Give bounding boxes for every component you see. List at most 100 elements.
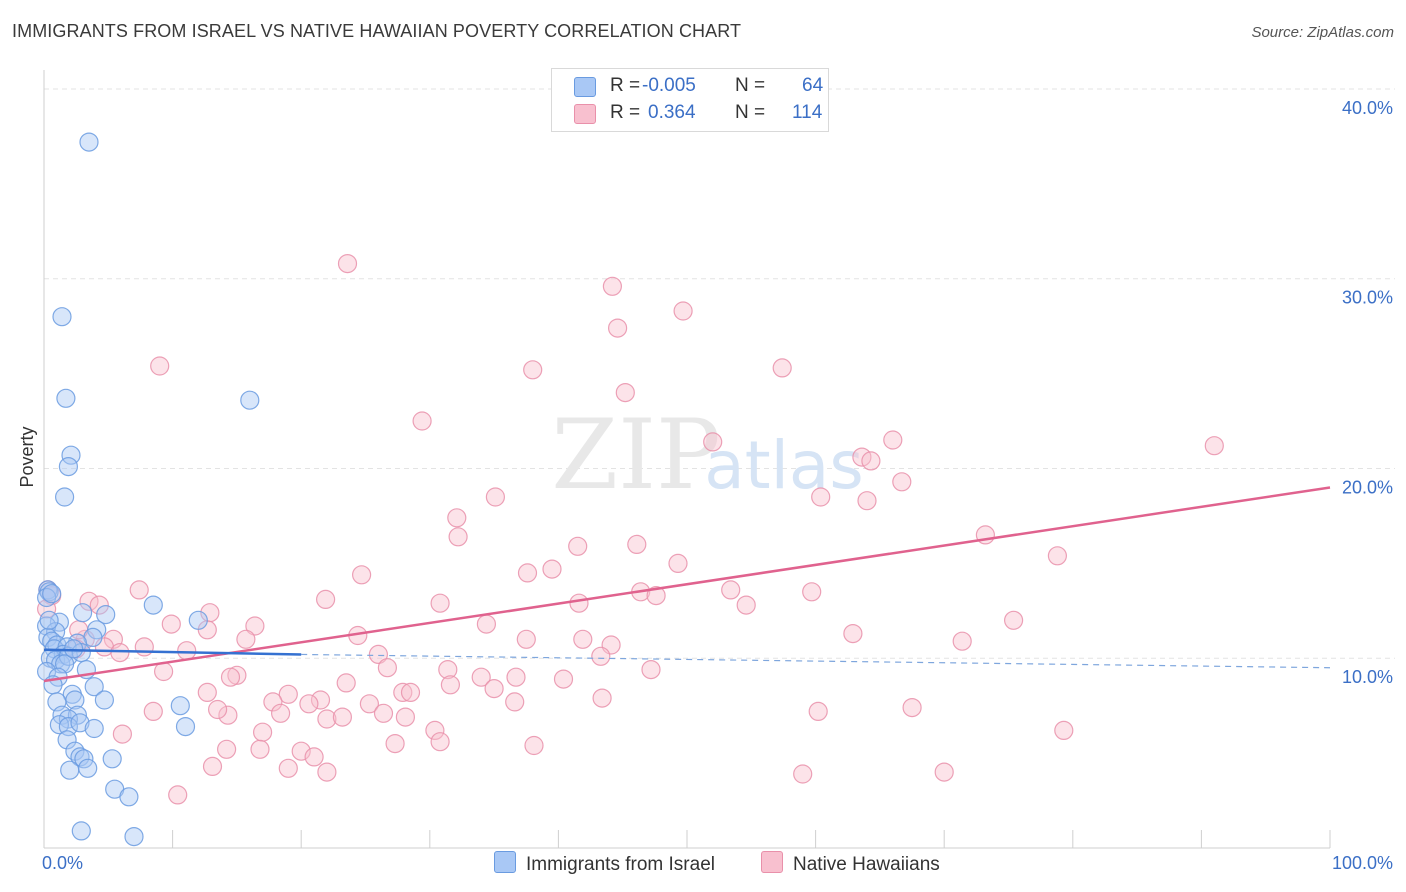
- y-tick-label: 10.0%: [1342, 667, 1393, 687]
- data-point: [236, 629, 256, 649]
- data-point: [808, 701, 828, 722]
- data-point: [337, 254, 358, 274]
- data-point: [134, 637, 154, 657]
- data-point: [1047, 546, 1068, 566]
- data-point: [67, 633, 88, 653]
- data-point: [217, 739, 237, 759]
- data-points: [36, 132, 1224, 847]
- data-point: [412, 411, 432, 431]
- data-point: [843, 623, 863, 644]
- data-point: [112, 724, 133, 744]
- bottom-legend-label-hawaiian: Native Hawaiians: [793, 854, 940, 875]
- data-point: [74, 749, 94, 769]
- data-point: [58, 457, 79, 477]
- data-point: [352, 565, 372, 585]
- data-point: [250, 739, 270, 759]
- data-point: [310, 690, 331, 710]
- data-point: [54, 487, 75, 507]
- stats-legend: R = -0.005 N = 64 R = 0.364 N = 114: [551, 68, 829, 132]
- axes: [43, 70, 1331, 849]
- data-point: [78, 758, 98, 778]
- data-point: [448, 527, 468, 547]
- data-point: [952, 631, 972, 651]
- chart-source: Source: ZipAtlas.com: [1251, 24, 1394, 41]
- data-point: [902, 697, 922, 718]
- data-point: [150, 356, 170, 376]
- data-point: [523, 360, 543, 380]
- data-point: [440, 675, 460, 695]
- data-point: [602, 276, 623, 296]
- data-point: [476, 614, 496, 634]
- tick-labels: 10.0% 20.0% 30.0% 40.0% 0.0% 100.0%: [42, 98, 1393, 873]
- data-point: [52, 307, 72, 327]
- legend-r-label: R =: [610, 102, 641, 123]
- data-point: [70, 713, 90, 733]
- bottom-legend-label-israel: Immigrants from Israel: [526, 854, 715, 875]
- data-point: [253, 722, 273, 742]
- data-point: [471, 667, 491, 687]
- data-point: [94, 690, 115, 710]
- data-point: [673, 301, 693, 321]
- data-point: [124, 826, 144, 847]
- data-point: [373, 703, 394, 723]
- data-point: [245, 616, 265, 636]
- data-point: [516, 629, 536, 649]
- data-point: [641, 659, 661, 680]
- data-point: [721, 580, 741, 600]
- trend-lines: [43, 486, 1331, 683]
- data-point: [484, 678, 504, 699]
- data-point: [63, 639, 84, 659]
- data-point: [772, 358, 792, 378]
- watermark-zip: ZIP: [551, 399, 720, 511]
- legend-r-value: 0.364: [648, 102, 696, 123]
- data-point: [336, 673, 356, 693]
- data-point: [278, 758, 298, 778]
- data-point: [84, 718, 104, 739]
- trend-line-hawaiian: [43, 486, 1331, 683]
- data-point: [304, 747, 324, 767]
- data-point: [430, 593, 450, 613]
- legend-n-label: N =: [735, 102, 766, 123]
- data-point: [573, 629, 593, 649]
- data-point: [168, 785, 188, 805]
- data-point: [271, 703, 291, 723]
- data-point: [263, 692, 283, 712]
- data-point: [430, 732, 450, 752]
- data-point: [668, 553, 688, 574]
- data-point: [861, 451, 881, 471]
- data-point: [332, 707, 352, 727]
- x-tick-label: 100.0%: [1332, 853, 1393, 873]
- data-point: [89, 595, 109, 615]
- data-point: [57, 730, 77, 750]
- data-point: [646, 585, 666, 606]
- data-point: [79, 591, 99, 611]
- data-point: [569, 593, 589, 613]
- data-point: [188, 610, 208, 630]
- data-point: [883, 430, 903, 450]
- data-point: [316, 589, 336, 610]
- bottom-legend-swatch-israel: [494, 851, 516, 873]
- data-point: [607, 318, 628, 338]
- legend-n-value: 114: [792, 102, 823, 123]
- data-point: [385, 733, 405, 754]
- data-point: [395, 707, 415, 727]
- y-tick-label: 20.0%: [1342, 477, 1393, 497]
- data-point: [703, 432, 723, 452]
- bottom-legend-hawaiian: Native Hawaiians: [761, 851, 940, 876]
- data-point: [425, 720, 445, 741]
- data-point: [175, 716, 196, 737]
- data-point: [218, 705, 238, 725]
- data-point: [61, 445, 81, 465]
- trend-line-israel: [43, 648, 302, 656]
- legend-n-label: N =: [735, 75, 766, 96]
- data-point: [96, 604, 116, 625]
- data-point: [524, 735, 544, 756]
- data-point: [119, 787, 139, 807]
- legend-swatch-hawaiian: [574, 104, 596, 124]
- data-point: [802, 582, 822, 602]
- data-point: [240, 390, 260, 410]
- data-point: [317, 762, 337, 782]
- legend-r-label: R =: [610, 75, 641, 96]
- data-point: [79, 132, 99, 152]
- data-point: [202, 756, 223, 777]
